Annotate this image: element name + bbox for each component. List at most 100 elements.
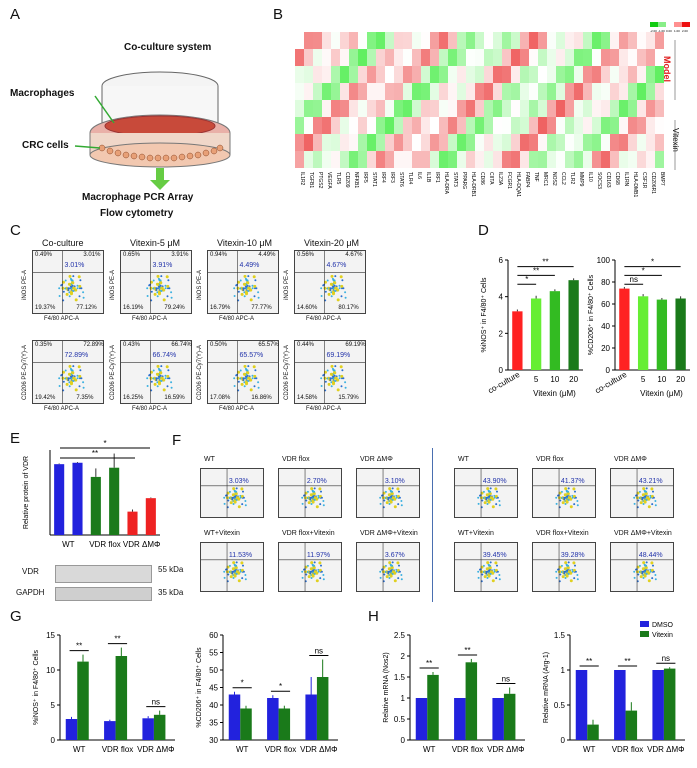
heatmap-cell	[358, 49, 367, 66]
flow-scatter	[611, 543, 673, 591]
panel-letter-d: D	[478, 222, 489, 239]
flow-scatter	[611, 469, 673, 517]
heatmap-cell	[493, 83, 502, 100]
quadrant-percent: 19.42%	[35, 395, 56, 401]
heatmap-cell	[547, 83, 556, 100]
heatmap-cell	[439, 49, 448, 66]
quadrant-percent: 65.57%	[258, 342, 279, 348]
quadrant-percent: 69.19%	[345, 342, 366, 348]
x-tick-label: VDR ΔMΦ	[137, 745, 175, 754]
y-tick-label: 2	[499, 329, 504, 338]
bar	[614, 670, 626, 740]
y-tick-label: 45	[209, 684, 218, 693]
heatmap-cell	[304, 66, 313, 83]
flow-plot: 39.45%	[454, 542, 518, 592]
gene-label: TLR4	[407, 172, 413, 184]
heatmap-cell	[295, 151, 304, 168]
heatmap-cell	[628, 66, 637, 83]
quadrant-percent: 3.91%	[171, 252, 189, 258]
heatmap-cell	[421, 83, 430, 100]
heatmap-cell	[304, 32, 313, 49]
heatmap-cell	[610, 66, 619, 83]
heatmap-cell	[556, 100, 565, 117]
heatmap-cell	[358, 100, 367, 117]
heatmap-cell	[637, 117, 646, 134]
heatmap-cell	[520, 32, 529, 49]
heatmap-cell	[412, 117, 421, 134]
heatmap-cell	[565, 83, 574, 100]
heatmap-cell	[439, 66, 448, 83]
gene-label: CD209	[344, 172, 350, 188]
flow-y-axis-label: CD206 PE-Cy7(Y)-A	[197, 344, 203, 400]
y-tick-label: 60	[209, 631, 218, 640]
y-tick-label: 1.5	[394, 673, 406, 682]
flow-plot: 41.37%	[532, 468, 596, 518]
heatmap-cell	[313, 32, 322, 49]
heatmap-cell	[331, 151, 340, 168]
heatmap-cell	[493, 151, 502, 168]
y-tick-label: 0	[401, 736, 406, 745]
sig-label: ns	[315, 647, 323, 656]
gene-label: IL1R2	[299, 172, 305, 186]
quadrant-percent: 77.77%	[251, 305, 272, 311]
heatmap-cell	[439, 32, 448, 49]
heatmap-cell	[583, 151, 592, 168]
gene-label: MMP9	[578, 172, 584, 187]
heatmap-cell	[628, 83, 637, 100]
flow-plot: 11.53%	[200, 542, 264, 592]
bar	[619, 288, 630, 370]
heatmap-cell	[394, 32, 403, 49]
heatmap-cell	[520, 151, 529, 168]
heatmap-cell	[610, 32, 619, 49]
x-tick-label: VDR ΔMΦ	[487, 745, 525, 754]
heatmap-cell	[493, 117, 502, 134]
sig-label: **	[542, 258, 548, 267]
y-tick-label: 1	[561, 666, 566, 675]
flow-plot: 3.67%	[356, 542, 420, 592]
heatmap-cell	[367, 49, 376, 66]
gapdh-blot-label: GAPDH	[16, 588, 45, 597]
bar	[512, 311, 523, 370]
heatmap-cell	[385, 32, 394, 49]
heatmap-cell	[484, 49, 493, 66]
heatmap-cell	[475, 49, 484, 66]
heatmap-cell	[376, 100, 385, 117]
heatmap-scale-swatch	[682, 22, 690, 27]
gene-label: IRF1	[434, 172, 440, 183]
flow-scatter	[33, 251, 103, 313]
heatmap-cell	[439, 117, 448, 134]
heatmap-cell	[430, 83, 439, 100]
heatmap-cell	[331, 66, 340, 83]
heatmap-cell	[466, 100, 475, 117]
flow-plot-title: VDR ΔMΦ	[614, 456, 647, 463]
heatmap-cell	[475, 117, 484, 134]
heatmap-cell	[331, 117, 340, 134]
legend-swatch	[640, 631, 649, 637]
legend-label: DMSO	[652, 622, 674, 629]
x-tick-label: WT	[423, 745, 436, 754]
bar	[575, 670, 588, 740]
heatmap-cell	[385, 151, 394, 168]
y-tick-label: 0	[606, 366, 611, 375]
heatmap-cell	[457, 151, 466, 168]
heatmap-cell	[565, 100, 574, 117]
chart-h-nos2: 0 0.5 1 1.5 2 2.5 Relative mRNA (Nos2) WT ** VDR …	[383, 631, 525, 754]
heatmap-cell	[583, 66, 592, 83]
heatmap-cell	[340, 83, 349, 100]
heatmap-scale-swatch	[674, 22, 682, 27]
macrophages-label: Macrophages	[10, 88, 75, 99]
heatmap-cell	[646, 134, 655, 151]
flow-plot-title: VDR flox+Vitexin	[536, 530, 589, 537]
heatmap-cell	[619, 134, 628, 151]
heatmap-cell	[592, 32, 601, 49]
panel-letter-g: G	[10, 608, 22, 625]
quadrant-percent: 4.67%	[345, 252, 363, 258]
gene-label: TLR5	[335, 172, 341, 184]
heatmap-cell	[493, 100, 502, 117]
gene-label: TLR2	[569, 172, 575, 184]
heatmap-cell	[466, 49, 475, 66]
heatmap-cell	[295, 117, 304, 134]
heatmap-cell	[655, 83, 664, 100]
gene-label: PPARG	[461, 172, 467, 189]
heatmap-cell	[448, 151, 457, 168]
